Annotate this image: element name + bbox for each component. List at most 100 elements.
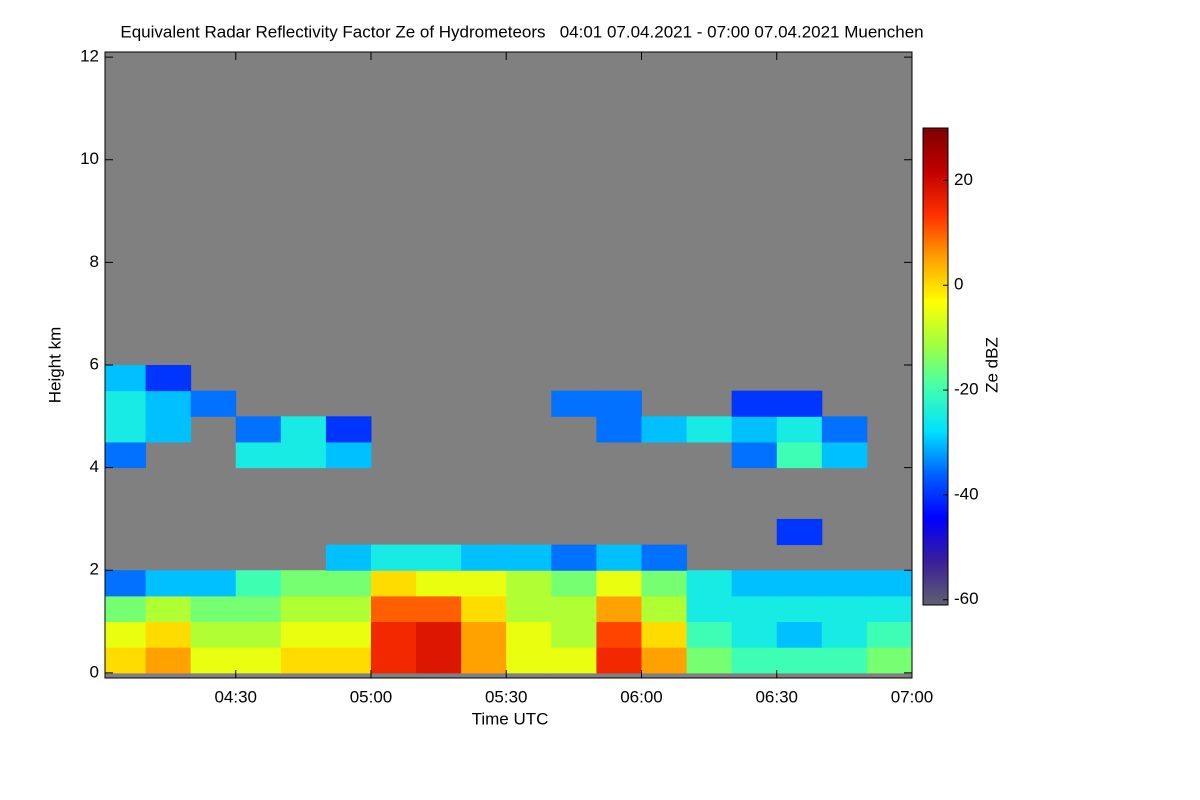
- heatmap-cell: [280, 570, 327, 597]
- heatmap-cell: [686, 570, 733, 597]
- heatmap-cell: [190, 621, 237, 648]
- y-tick-label: 0: [90, 662, 99, 681]
- heatmap-cell: [641, 595, 688, 623]
- heatmap-cell: [145, 595, 192, 623]
- heatmap-cell: [641, 544, 688, 571]
- heatmap-cell: [325, 647, 372, 674]
- heatmap-cell: [731, 441, 778, 469]
- heatmap-cell: [821, 570, 868, 597]
- heatmap-cell: [235, 441, 282, 469]
- heatmap-cell: [370, 595, 417, 623]
- heatmap-cell: [596, 595, 642, 623]
- heatmap-cell: [731, 416, 778, 443]
- heatmap-cell: [866, 621, 913, 648]
- colorbar-tick-label: -40: [954, 484, 979, 503]
- heatmap-cell: [145, 570, 192, 597]
- heatmap-cell: [235, 570, 282, 597]
- heatmap-cell: [105, 647, 147, 674]
- heatmap-cell: [731, 595, 778, 623]
- heatmap-cell: [641, 570, 688, 597]
- colorbar-tick-label: -20: [954, 380, 979, 399]
- heatmap-cell: [506, 647, 552, 674]
- heatmap-cell: [105, 390, 147, 417]
- heatmap-cell: [325, 441, 372, 469]
- heatmap-cell: [506, 621, 552, 648]
- heatmap-cell: [105, 416, 147, 443]
- heatmap-cell: [506, 595, 552, 623]
- heatmap-cell: [596, 621, 642, 648]
- x-tick-label: 07:00: [891, 687, 934, 706]
- heatmap-cell: [551, 647, 597, 674]
- heatmap-cell: [461, 544, 507, 571]
- heatmap-cell: [776, 518, 823, 546]
- heatmap-cell: [416, 570, 462, 597]
- heatmap-cell: [235, 416, 282, 443]
- heatmap-cell: [145, 416, 192, 443]
- heatmap-cell: [325, 595, 372, 623]
- heatmap-cell: [325, 544, 372, 571]
- heatmap-cell: [686, 416, 733, 443]
- heatmap-cell: [280, 416, 327, 443]
- heatmap-cell: [416, 621, 462, 648]
- heatmap-cell: [821, 416, 868, 443]
- y-tick-label: 10: [80, 149, 99, 168]
- heatmap-cell: [325, 416, 372, 443]
- y-tick-label: 12: [80, 47, 99, 66]
- heatmap-cell: [686, 647, 733, 674]
- heatmap-cell: [551, 595, 597, 623]
- y-tick-label: 6: [90, 354, 99, 373]
- heatmap-cell: [641, 621, 688, 648]
- heatmap-cell: [731, 647, 778, 674]
- heatmap-cell: [596, 570, 642, 597]
- heatmap-cell: [145, 390, 192, 417]
- x-axis-label: Time UTC: [472, 709, 549, 728]
- heatmap-cell: [641, 416, 688, 443]
- colorbar-label: Ze dBZ: [982, 337, 1001, 393]
- heatmap-cell: [821, 647, 868, 674]
- heatmap-cell: [461, 570, 507, 597]
- heatmap-cell: [370, 647, 417, 674]
- heatmap-cell: [461, 621, 507, 648]
- heatmap-cell: [416, 647, 462, 674]
- heatmap-cell: [866, 595, 913, 623]
- heatmap-cell: [190, 570, 237, 597]
- x-tick-label: 06:00: [620, 687, 663, 706]
- heatmap-cell: [280, 621, 327, 648]
- heatmap-cell: [551, 390, 597, 417]
- heatmap-cell: [325, 621, 372, 648]
- heatmap-cell: [105, 365, 147, 392]
- heatmap-cell: [461, 647, 507, 674]
- heatmap-cell: [551, 570, 597, 597]
- x-tick-label: 05:30: [485, 687, 528, 706]
- heatmap-cell: [105, 441, 147, 469]
- heatmap-cell: [506, 544, 552, 571]
- heatmap-cell: [686, 595, 733, 623]
- heatmap-cell: [596, 390, 642, 417]
- heatmap-cell: [596, 416, 642, 443]
- colorbar-tick-label: 20: [954, 170, 973, 189]
- heatmap-cell: [145, 647, 192, 674]
- heatmap-cell: [551, 621, 597, 648]
- chart-title: Equivalent Radar Reflectivity Factor Ze …: [120, 22, 923, 41]
- y-tick-label: 4: [90, 457, 99, 476]
- heatmap-cell: [776, 441, 823, 469]
- heatmap-cell: [190, 595, 237, 623]
- heatmap-cell: [596, 647, 642, 674]
- y-tick-label: 8: [90, 252, 99, 271]
- heatmap-cell: [596, 544, 642, 571]
- heatmap-cell: [370, 621, 417, 648]
- x-tick-label: 05:00: [350, 687, 393, 706]
- heatmap-cell: [821, 621, 868, 648]
- heatmap-cell: [280, 595, 327, 623]
- heatmap-cell: [190, 390, 237, 417]
- heatmap-cell: [105, 621, 147, 648]
- heatmap-cell: [280, 647, 327, 674]
- heatmap-cell: [731, 621, 778, 648]
- heatmap-cell: [776, 570, 823, 597]
- heatmap-cell: [641, 647, 688, 674]
- heatmap-cell: [776, 621, 823, 648]
- heatmap-cell: [461, 595, 507, 623]
- heatmap-cell: [235, 595, 282, 623]
- heatmap-cell: [866, 647, 913, 674]
